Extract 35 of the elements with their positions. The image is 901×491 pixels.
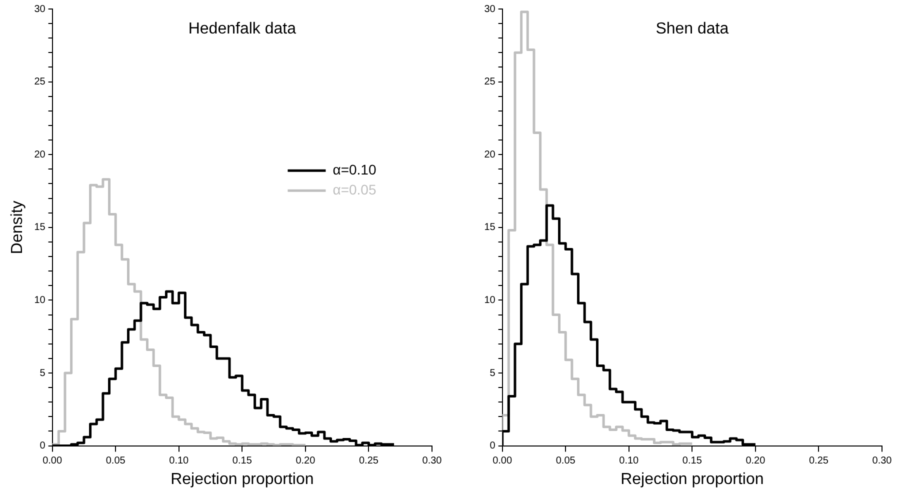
y-tick-label: 25 <box>34 76 46 88</box>
y-tick-label: 20 <box>34 149 46 160</box>
y-tick-label: 0 <box>490 440 496 452</box>
text: Shen data <box>656 20 729 38</box>
y-tick-label: 20 <box>484 149 496 160</box>
x-tick-label: 0.25 <box>358 456 379 467</box>
y-axis-title: Density <box>9 200 26 254</box>
x-tick-label: 0.10 <box>619 456 640 467</box>
y-tick-label: 15 <box>484 222 496 234</box>
y-tick-label: 5 <box>40 368 46 379</box>
y-tick-label: 5 <box>490 368 496 379</box>
x-tick-label: 0.05 <box>106 456 126 467</box>
x-tick-label: 0.20 <box>296 456 316 467</box>
x-tick-label: 0.30 <box>872 456 892 467</box>
x-tick-label: 0.25 <box>808 456 829 467</box>
x-tick-label: 0.00 <box>492 456 512 467</box>
y-tick-label: 10 <box>484 294 496 306</box>
legend-label: α=0.05 <box>332 181 376 198</box>
x-axis-title: Rejection proportion <box>620 470 764 488</box>
legend-label: α=0.10 <box>332 161 376 178</box>
y-tick-label: 10 <box>34 294 46 306</box>
text: Hedenfalk data <box>188 20 296 38</box>
x-tick-label: 0.10 <box>169 456 190 467</box>
y-tick-label: 15 <box>34 222 46 234</box>
y-tick-label: 0 <box>40 440 46 452</box>
x-tick-label: 0.20 <box>746 456 766 467</box>
y-tick-label: 30 <box>34 4 46 15</box>
x-tick-label: 0.00 <box>42 456 62 467</box>
x-tick-label: 0.05 <box>556 456 576 467</box>
x-axis-title: Rejection proportion <box>170 470 314 488</box>
x-tick-label: 0.15 <box>232 456 252 467</box>
y-tick-label: 30 <box>484 4 496 15</box>
y-tick-label: 25 <box>484 76 496 88</box>
x-tick-label: 0.30 <box>422 456 442 467</box>
x-tick-label: 0.15 <box>682 456 702 467</box>
